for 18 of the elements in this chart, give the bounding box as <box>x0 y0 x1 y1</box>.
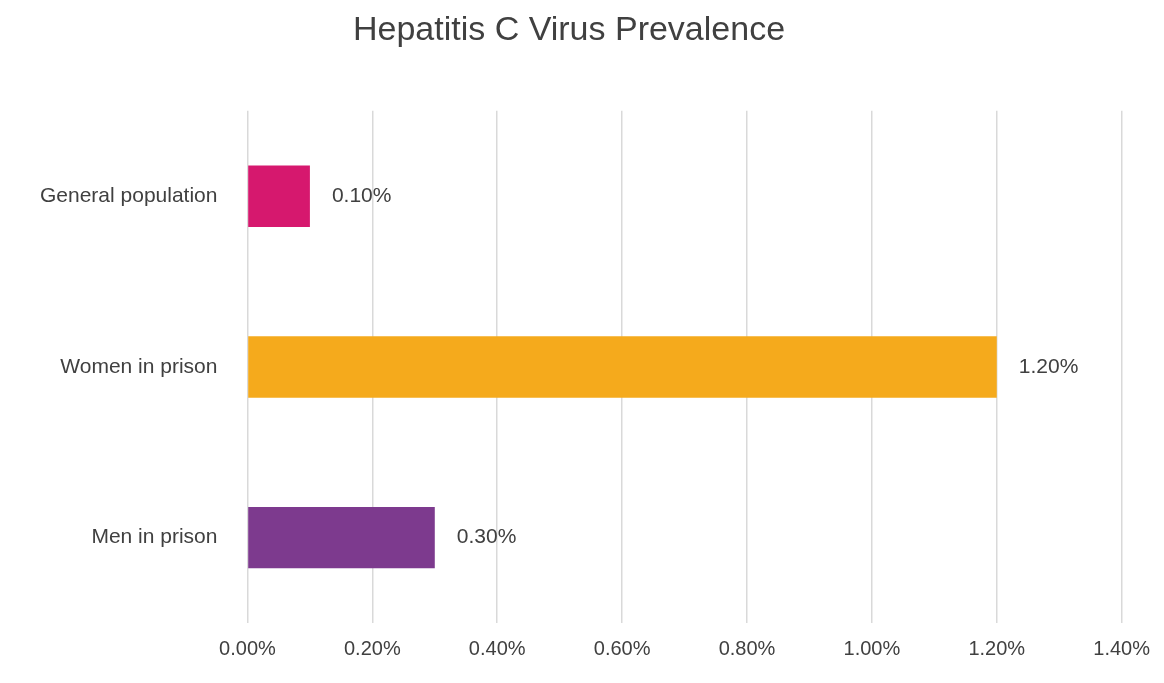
x-tick-label: 0.20% <box>343 636 401 659</box>
x-tick-label: 0.00% <box>219 636 277 659</box>
data-label: 0.10% <box>331 182 392 206</box>
x-tick-label: 1.20% <box>968 636 1026 659</box>
bar <box>248 506 435 569</box>
x-tick-label: 1.40% <box>1093 636 1151 659</box>
x-tick-label: 0.40% <box>468 636 526 659</box>
chart-title: Hepatitis C Virus Prevalence <box>352 8 786 47</box>
data-label: 0.30% <box>456 524 517 548</box>
y-tick-label: Women in prison <box>60 353 218 377</box>
x-tick-label: 0.60% <box>593 636 651 659</box>
data-label: 1.20% <box>1018 353 1079 377</box>
x-tick-label: 1.00% <box>843 636 901 659</box>
bar <box>248 165 310 227</box>
y-tick-label: Men in prison <box>91 524 218 548</box>
x-tick-label: 0.80% <box>718 636 776 659</box>
bar <box>248 336 997 398</box>
y-tick-label: General population <box>40 182 218 206</box>
